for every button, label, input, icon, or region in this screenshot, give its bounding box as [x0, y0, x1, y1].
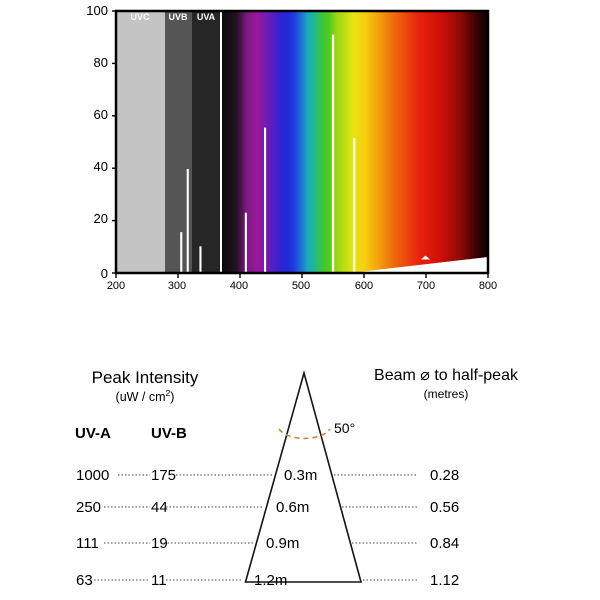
svg-text:(uW / cm2): (uW / cm2) — [116, 388, 175, 404]
svg-text:111: 111 — [76, 535, 99, 552]
svg-text:250: 250 — [76, 499, 101, 516]
svg-text:500: 500 — [292, 280, 310, 292]
svg-text:1.2m: 1.2m — [254, 572, 287, 589]
svg-text:20: 20 — [94, 211, 108, 226]
svg-text:0.3m: 0.3m — [284, 467, 317, 484]
svg-text:63: 63 — [76, 572, 93, 589]
svg-text:0.9m: 0.9m — [266, 535, 299, 552]
svg-text:(metres): (metres) — [424, 387, 469, 401]
svg-text:UVC: UVC — [130, 12, 150, 22]
svg-text:UVB: UVB — [168, 12, 188, 22]
svg-text:300: 300 — [168, 280, 186, 292]
svg-text:400: 400 — [230, 280, 248, 292]
svg-text:800: 800 — [479, 280, 497, 292]
svg-text:UV-A: UV-A — [75, 425, 111, 442]
svg-text:UVA: UVA — [197, 12, 216, 22]
svg-text:0.28: 0.28 — [430, 467, 459, 484]
svg-text:Peak Intensity: Peak Intensity — [92, 368, 199, 387]
svg-text:50°: 50° — [334, 420, 355, 436]
svg-text:1.12: 1.12 — [430, 572, 459, 589]
svg-text:100: 100 — [86, 3, 108, 18]
svg-text:60: 60 — [94, 107, 108, 122]
svg-text:Beam ⌀ to half-peak: Beam ⌀ to half-peak — [374, 367, 519, 384]
svg-text:44: 44 — [151, 499, 168, 516]
svg-text:11: 11 — [151, 572, 167, 589]
svg-text:175: 175 — [151, 467, 176, 484]
svg-text:80: 80 — [94, 55, 108, 70]
svg-text:0.6m: 0.6m — [276, 499, 309, 516]
svg-text:UV-B: UV-B — [151, 425, 187, 442]
svg-text:700: 700 — [417, 280, 435, 292]
svg-text:0.84: 0.84 — [430, 535, 459, 552]
svg-text:40: 40 — [94, 159, 108, 174]
svg-text:600: 600 — [355, 280, 373, 292]
svg-text:0: 0 — [101, 266, 108, 281]
svg-text:0.56: 0.56 — [430, 499, 459, 516]
svg-text:1000: 1000 — [76, 467, 109, 484]
svg-text:200: 200 — [107, 280, 125, 292]
